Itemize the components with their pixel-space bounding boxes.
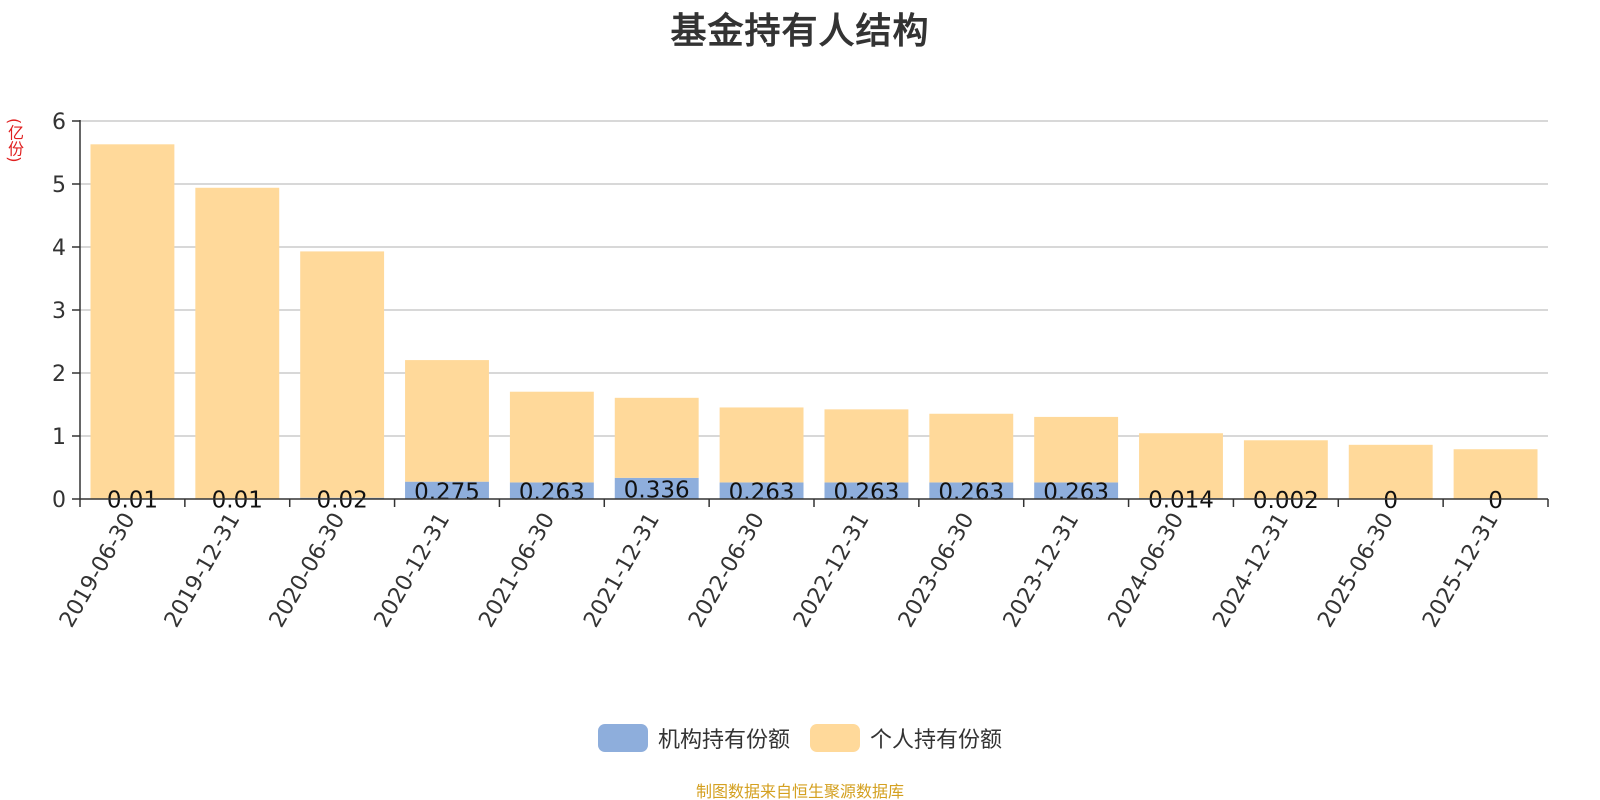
legend: 机构持有份额 个人持有份额: [0, 722, 1600, 754]
data-label-institutional: 0.263: [729, 480, 795, 506]
bar-institutional: [614, 477, 699, 499]
x-tick-label: 2024-12-31: [1208, 509, 1294, 632]
data-label-institutional: 0.263: [938, 480, 1004, 506]
y-tick-label: 6: [52, 110, 66, 135]
bar-individual: [195, 187, 280, 499]
data-label-institutional: 0.263: [833, 480, 899, 506]
legend-swatch-institutional: [597, 724, 648, 752]
data-label-institutional: 0.014: [1148, 488, 1214, 514]
data-label-institutional: 0: [1488, 488, 1503, 514]
bar-individual: [614, 397, 699, 478]
y-tick-label: 3: [52, 299, 66, 324]
legend-item-institutional[interactable]: 机构持有份额: [597, 722, 790, 754]
bar-individual: [1348, 444, 1433, 499]
bar-individual: [1139, 433, 1223, 499]
legend-item-individual[interactable]: 个人持有份额: [810, 722, 1002, 754]
x-tick-label: 2025-06-30: [1313, 509, 1399, 632]
data-label-institutional: 0.275: [414, 479, 480, 505]
x-tick-label: 2019-12-31: [160, 509, 246, 632]
bar-institutional: [929, 482, 1014, 499]
x-tick-label: 2021-12-31: [579, 509, 665, 632]
bar-individual: [824, 409, 909, 483]
bar-institutional: [719, 482, 804, 499]
data-label-institutional: 0.002: [1253, 488, 1319, 514]
bar-individual: [1453, 449, 1538, 499]
x-tick-label: 2020-12-31: [370, 509, 456, 632]
y-tick-label: 0: [52, 488, 66, 513]
bar-institutional: [509, 482, 594, 499]
data-label-institutional: 0.263: [1043, 480, 1109, 506]
y-tick-label: 2: [52, 362, 66, 387]
bar-individual: [929, 413, 1014, 483]
x-tick-label: 2023-06-30: [894, 509, 980, 632]
y-tick-label: 5: [52, 173, 66, 198]
legend-label-individual: 个人持有份额: [870, 728, 1003, 753]
x-tick-label: 2024-06-30: [1104, 509, 1190, 632]
y-tick-label: 1: [52, 425, 66, 450]
bar-individual: [1034, 416, 1119, 483]
legend-label-institutional: 机构持有份额: [657, 728, 790, 753]
bar-individual: [90, 144, 175, 499]
bar-individual: [405, 360, 489, 482]
legend-swatch-individual: [810, 724, 860, 752]
data-label-institutional: 0.01: [107, 488, 158, 514]
chart-title: 基金持有人结构: [670, 11, 930, 52]
x-tick-label: 2022-12-31: [789, 509, 875, 632]
bar-institutional: [1034, 482, 1119, 499]
x-tick-label: 2021-06-30: [474, 509, 560, 632]
bar-institutional: [405, 481, 489, 499]
source-note: 制图数据来自恒生聚源数据库: [695, 782, 904, 800]
bar-individual: [719, 407, 804, 483]
data-label-institutional: 0: [1383, 488, 1398, 514]
bar-institutional: [824, 482, 909, 499]
x-tick-label: 2023-12-31: [999, 509, 1085, 632]
bar-individual: [509, 391, 594, 483]
bar-individual: [300, 251, 385, 498]
x-tick-label: 2025-12-31: [1418, 509, 1504, 632]
x-tick-label: 2020-06-30: [265, 509, 351, 632]
x-tick-label: 2022-06-30: [684, 509, 770, 632]
data-label-institutional: 0.263: [519, 480, 585, 506]
bar-individual: [1243, 440, 1328, 499]
data-label-institutional: 0.02: [317, 487, 368, 513]
x-tick-label: 2019-06-30: [55, 509, 141, 632]
y-unit-label: (亿份): [5, 118, 24, 163]
data-label-institutional: 0.01: [212, 488, 263, 514]
y-tick-label: 4: [52, 236, 66, 261]
